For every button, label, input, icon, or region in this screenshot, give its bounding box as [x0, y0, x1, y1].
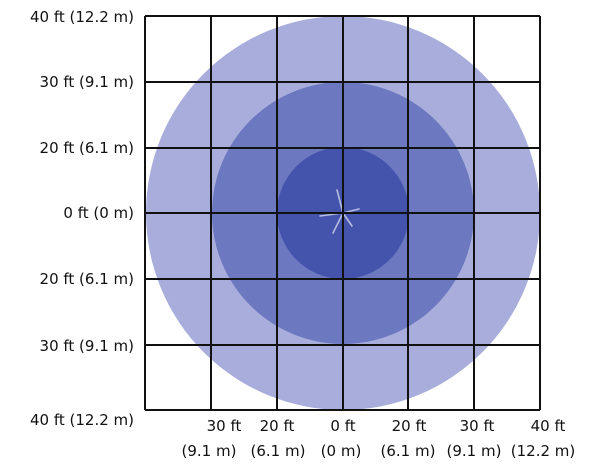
y-axis-label: 30 ft (9.1 m): [40, 73, 134, 91]
x-axis-label-top: 30 ft: [460, 417, 495, 435]
x-axis-label-bottom: (9.1 m): [447, 442, 502, 460]
y-axis-label: 20 ft (6.1 m): [40, 270, 134, 288]
y-axis-label: 0 ft (0 m): [63, 204, 134, 222]
x-axis-label-top: 40 ft: [531, 417, 566, 435]
grid: [144, 15, 541, 411]
x-axis-label-bottom: (0 m): [321, 442, 362, 460]
x-axis-label-bottom: (9.1 m): [182, 442, 237, 460]
x-axis-label-bottom: (6.1 m): [251, 442, 306, 460]
y-axis-label: 40 ft (12.2 m): [30, 411, 134, 429]
x-axis-label-top: 20 ft: [392, 417, 427, 435]
y-axis-label: 30 ft (9.1 m): [40, 337, 134, 355]
y-axis-label: 40 ft (12.2 m): [30, 8, 134, 26]
x-axis-label-top: 0 ft: [330, 417, 355, 435]
x-axis-label-top: 30 ft: [207, 417, 242, 435]
x-axis-label-bottom: (6.1 m): [381, 442, 436, 460]
x-axis-labels: 30 ft (9.1 m) 20 ft (6.1 m) 0 ft (0 m) 2…: [182, 417, 576, 460]
y-axis-label: 20 ft (6.1 m): [40, 139, 134, 157]
x-axis-label-top: 20 ft: [260, 417, 295, 435]
y-axis-labels: 40 ft (12.2 m) 30 ft (9.1 m) 20 ft (6.1 …: [30, 8, 134, 429]
x-axis-label-bottom: (12.2 m): [511, 442, 575, 460]
